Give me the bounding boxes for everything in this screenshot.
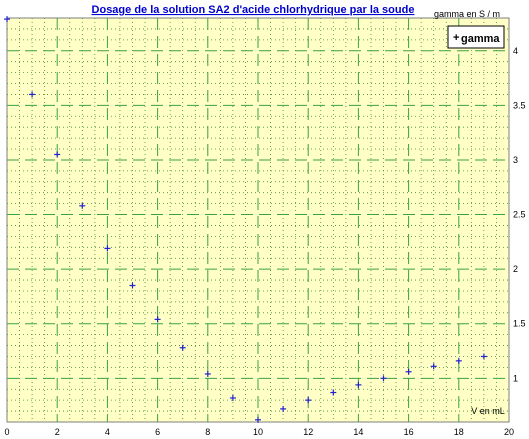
legend-box bbox=[447, 25, 505, 49]
data-point bbox=[204, 370, 211, 377]
x-tick-label: 0 bbox=[4, 427, 9, 437]
data-point bbox=[229, 394, 236, 401]
data-point bbox=[29, 91, 36, 98]
data-point bbox=[480, 353, 487, 360]
chart-title: Dosage de la solution SA2 d'acide chlorh… bbox=[92, 4, 415, 16]
data-point bbox=[154, 316, 161, 323]
legend-marker: + bbox=[453, 32, 459, 44]
x-tick-label: 18 bbox=[454, 427, 464, 437]
y-tick-label: 2.5 bbox=[513, 210, 526, 220]
data-point bbox=[330, 389, 337, 396]
x-axis-label: V en mL bbox=[471, 406, 505, 416]
legend-label-gamma: gamma bbox=[461, 33, 500, 45]
x-tick-label: 20 bbox=[504, 427, 514, 437]
data-point bbox=[129, 282, 136, 289]
y-tick-label: 1 bbox=[513, 373, 518, 383]
y-tick-label: 4 bbox=[513, 46, 518, 56]
x-tick-label: 12 bbox=[303, 427, 313, 437]
data-point bbox=[355, 381, 362, 388]
y-tick-label: 3.5 bbox=[513, 100, 526, 110]
data-point bbox=[255, 416, 261, 423]
data-point bbox=[79, 202, 86, 209]
x-tick-label: 8 bbox=[205, 427, 210, 437]
x-tick-label: 2 bbox=[55, 427, 60, 437]
data-point bbox=[455, 357, 462, 364]
data-point bbox=[54, 151, 61, 158]
x-tick-label: 14 bbox=[353, 427, 363, 437]
x-tick-label: 16 bbox=[404, 427, 414, 437]
y-tick-label: 2 bbox=[513, 264, 518, 274]
legend: + gamma bbox=[447, 25, 505, 49]
x-tick-label: 6 bbox=[155, 427, 160, 437]
data-point bbox=[430, 363, 437, 370]
data-point bbox=[179, 344, 186, 351]
y-axis-ticks: 1 1.5 2 2.5 3 3.5 4 bbox=[513, 46, 526, 384]
data-point bbox=[4, 16, 10, 23]
data-point bbox=[305, 397, 312, 404]
y-tick-label: 3 bbox=[513, 155, 518, 165]
y-tick-label: 1.5 bbox=[513, 319, 526, 329]
x-axis-ticks: 0 2 4 6 8 10 12 14 16 18 20 bbox=[4, 427, 514, 437]
series-gamma-points bbox=[4, 16, 487, 423]
x-tick-label: 4 bbox=[105, 427, 110, 437]
data-point bbox=[380, 375, 387, 382]
data-point bbox=[405, 368, 412, 375]
y-axis-label: gamma en S / m bbox=[434, 9, 500, 19]
data-point bbox=[104, 245, 111, 252]
data-point bbox=[280, 405, 287, 412]
x-tick-label: 10 bbox=[253, 427, 263, 437]
